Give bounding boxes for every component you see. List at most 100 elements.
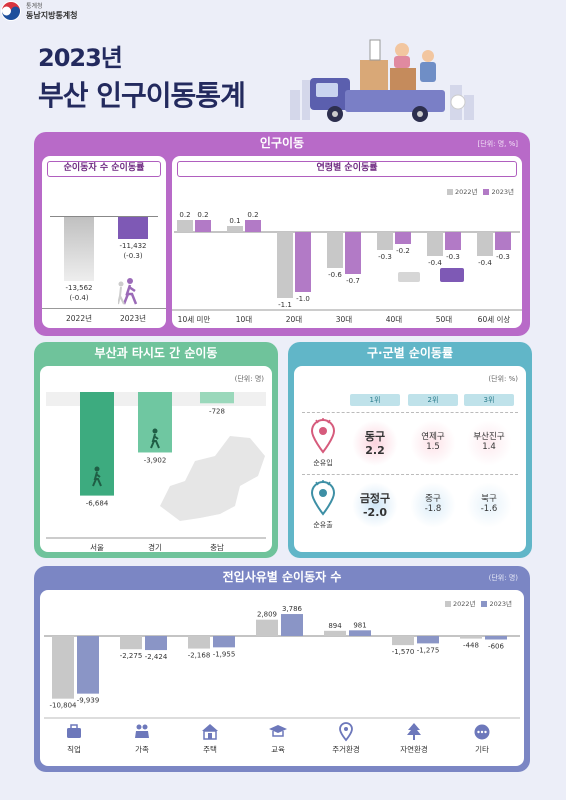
age-value-label: 0.2 [247,211,258,219]
reason-category-label: 주거환경 [332,745,360,754]
reason-category-label: 가족 [135,745,149,754]
net-bar-2023 [118,217,148,239]
reason-bar-2023 [485,636,507,640]
age-bar-2022 [327,232,343,268]
reason-bar-2023 [281,614,303,636]
districts-unit: (단위: %) [488,375,518,383]
migration-panel-title: 인구이동 [259,136,305,150]
reason-category-6: 기타 [457,722,507,755]
tree-icon [407,723,421,740]
reason-bar-2022 [120,636,142,650]
net-migration-box: 순이동자 수 순이동률 -13,562 (-0.4) -11,432 (-0.3… [42,156,166,328]
reasons-legend-2023: 2023년 [481,598,512,608]
reasons-panel-title: 전입사유별 순이동자 수 [222,570,342,584]
age-value-label: -0.7 [346,277,360,285]
districts-panel-title: 구·군별 순이동률 [366,346,454,360]
reason-bar-2023 [213,636,235,648]
age-value-label: 0.2 [179,211,190,219]
age-value-label: 0.1 [229,217,240,225]
inflow-rank-2: 연제구 1.5 [421,432,445,452]
house-icon [202,724,218,740]
region-value-label: -3,902 [144,456,167,464]
family-icon [135,724,149,738]
age-value-label: 0.2 [197,211,208,219]
walking-person-icon [118,278,138,305]
migration-panel: 인구이동 [단위: 명, %] 순이동자 수 순이동률 -13,562 (-0.… [34,132,530,336]
age-bar-2023 [445,232,461,250]
net-year-2022: 2022년 [66,314,92,323]
reason-value-label: -1,570 [392,648,415,656]
age-category-label: 10세 미만 [178,315,211,324]
education-icon [269,725,287,737]
reason-value-label: 894 [328,622,342,630]
age-category-label: 10대 [236,315,253,324]
age-bar-2023 [295,232,311,292]
inflow-rank-3: 부산진구 1.4 [473,432,505,452]
reason-bar-2023 [349,630,371,636]
age-bar-2022 [377,232,393,250]
regions-panel-title: 부산과 타시도 간 순이동 [94,346,218,360]
age-bar-2023 [395,232,411,244]
inflow-pin-icon [310,418,336,454]
reason-category-label: 기타 [475,745,489,754]
reason-category-5: 자연환경 [389,722,439,755]
age-category-label: 60세 이상 [478,314,511,324]
age-bar-2022 [177,220,193,232]
age-bar-2023 [195,220,211,232]
reason-bar-2023 [417,636,439,644]
legend-2023: 2023년 [483,186,514,196]
reason-bar-2022 [256,619,278,636]
reason-category-3: 교육 [253,722,303,755]
age-legend: 2022년 2023년 [446,186,514,196]
age-bar-2022 [427,232,443,256]
age-value-label: -0.2 [396,247,410,255]
reason-bar-2023 [145,636,167,651]
inflow-label: 순유입 [313,459,333,467]
net-year-2023: 2023년 [120,314,146,323]
reasons-unit: (단위: 명) [488,574,518,582]
net-rate-2023: (-0.3) [123,252,143,260]
outflow-pin-icon [310,480,336,516]
walker-icon [92,466,102,487]
region-value-label: -6,684 [86,500,109,508]
regions-panel: 부산과 타시도 간 순이동 (단위: 명) -6,684 서울 -3,902 경기 -7… [34,342,278,558]
reason-category-2: 주택 [185,722,235,755]
region-bar [138,392,172,453]
reason-value-label: -606 [488,643,504,651]
taegeuk-logo-icon [1,1,21,21]
net-axis [42,308,166,309]
reason-value-label: -448 [463,642,479,650]
age-value-label: -0.3 [496,253,510,261]
age-bar-2023 [245,220,261,232]
inflow-rank-1: 동구 2.2 [364,430,386,457]
org-logo: 통계청 동남지방통계청 [0,0,566,22]
legend-2022: 2022년 [446,186,477,196]
region-name-label: 서울 [90,543,104,552]
reason-value-label: -10,804 [49,702,77,710]
age-category-label: 40대 [386,315,403,324]
age-category-label: 20대 [286,315,303,324]
more-icon [474,724,490,740]
net-value-2023: -11,432 [119,242,147,250]
reason-value-label: -2,424 [145,653,168,661]
rank-1-header: 1위 [350,394,400,406]
reason-bar-2022 [52,636,74,699]
reason-value-label: -9,939 [77,697,100,705]
reason-category-label: 자연환경 [400,745,428,754]
reason-value-label: 981 [353,621,366,629]
reason-category-0: 직업 [49,722,99,755]
net-baseline [50,216,158,217]
region-value-label: -728 [209,407,225,415]
reason-value-label: -1,275 [417,646,440,654]
reason-value-label: -2,168 [188,652,211,660]
regions-box: (단위: 명) -6,684 서울 -3,902 경기 -728 충남 [40,366,272,552]
net-migration-title: 순이동자 수 순이동률 [47,161,161,177]
reason-chart: -10,804-9,939 -2,275 -2,424 -2,168 -1,955 2,8… [44,605,520,719]
outflow-rank-3: 북구 -1.6 [480,494,498,514]
rank-3-header: 3위 [464,394,514,406]
age-category-label: 50대 [436,315,453,324]
outflow-label: 순유출 [313,521,333,529]
reason-value-label: -1,955 [213,650,236,658]
net-value-2022: -13,562 [65,284,93,292]
reasons-legend: 2022년 2023년 [444,598,512,608]
